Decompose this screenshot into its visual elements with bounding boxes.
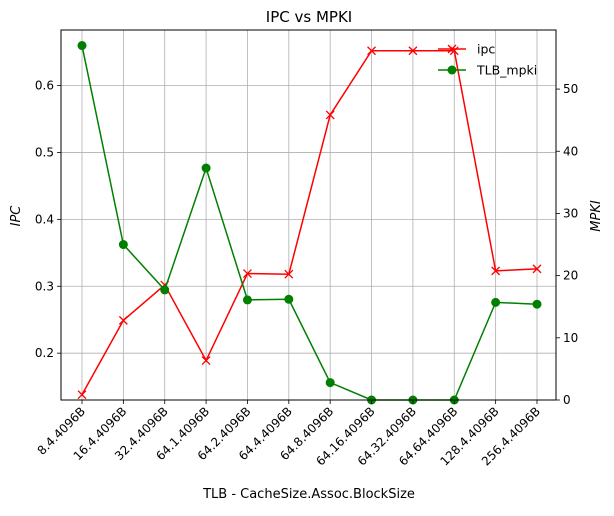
right-y-tick-label: 10 [563,331,578,345]
x-marker-stroke [284,269,294,279]
legend-marker [447,44,457,54]
TLB_mpki-point [491,297,501,307]
x-marker-stroke [201,356,211,365]
legend-marker [447,65,457,75]
ipc-point [491,266,501,276]
left-y-tick-label: 0.6 [35,79,54,93]
x-marker-stroke [408,46,418,56]
left-y-tick-label: 0.4 [35,212,54,226]
x-marker-stroke [367,46,377,56]
ipc-point [408,46,418,56]
chart-title: IPC vs MPKI [266,8,352,26]
legend-label: TLB_mpki [476,63,537,78]
ipc-point [532,264,542,274]
x-marker-stroke [77,390,87,400]
TLB_mpki-point [242,295,252,305]
plot-frame [60,29,557,401]
ipc-point [325,110,335,120]
right-y-tick-label: 20 [563,269,578,283]
legend-item-ipc: ipc [438,42,495,57]
TLB_mpki-point [325,378,335,388]
right-y-tick-label: 50 [563,82,578,96]
right-y-tick-label: 30 [563,206,578,220]
TLB_mpki-point [160,285,170,295]
right-y-tick-label: 0 [563,393,571,407]
TLB_mpki-point [118,240,128,250]
left-y-tick-label: 0.2 [35,346,54,360]
x-marker-stroke [118,315,128,325]
ipc-line [81,49,538,396]
ipc-point [201,356,211,365]
legend-item-TLB_mpki: TLB_mpki [438,63,537,78]
x-marker-stroke [242,269,252,279]
legend: ipc TLB_mpki [438,42,537,78]
TLB_mpki-line [81,45,538,401]
x-axis-label: TLB - CacheSize.Assoc.BlockSize [202,487,415,502]
right-axis-label: MPKI [589,200,604,232]
left-axis-label: IPC [9,205,24,227]
TLB_mpki-point [201,163,211,173]
TLB_mpki-point [77,41,87,51]
x-marker-stroke [532,264,542,274]
ipc-point [242,269,252,279]
TLB_mpki-point [532,299,542,309]
series-layer [77,41,542,405]
ipc-point [77,390,87,400]
left-y-tick-label: 0.5 [35,145,54,159]
x-marker-stroke [325,110,335,120]
right-y-tick-label: 40 [563,144,578,158]
left-y-tick-label: 0.3 [35,279,54,293]
x-marker-stroke [491,266,501,276]
ipc-point [367,46,377,56]
ipc-point [118,315,128,325]
legend-label: ipc [477,42,495,57]
TLB_mpki-point [284,294,294,304]
ipc-point [284,269,294,279]
grid [61,30,556,400]
